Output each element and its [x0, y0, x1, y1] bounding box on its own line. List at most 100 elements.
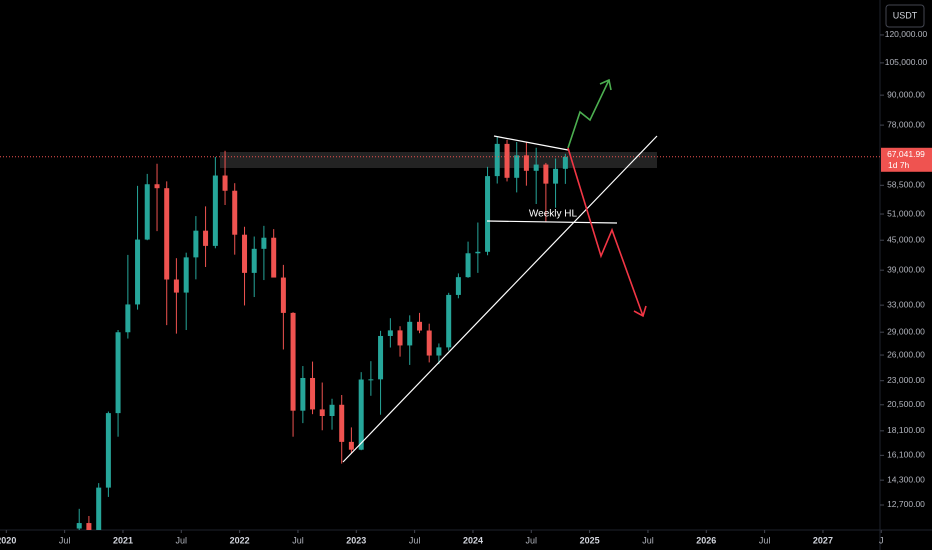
x-tick-label: 2022: [230, 535, 250, 545]
trendline: [342, 135, 658, 463]
y-tick-label: 58,500.00: [887, 180, 925, 190]
y-tick-label: 20,500.00: [887, 399, 925, 409]
y-tick-label: 16,100.00: [887, 450, 925, 460]
candle-body: [242, 234, 248, 273]
candle-body: [339, 404, 345, 442]
candle-body: [232, 190, 238, 235]
candle-body: [212, 175, 218, 246]
candle-body: [135, 239, 141, 305]
candle-body: [523, 155, 529, 171]
candle-body: [368, 379, 374, 381]
candle-body: [514, 155, 520, 178]
y-tick-label: 23,000.00: [887, 375, 925, 385]
candle-body: [222, 175, 228, 191]
candle-body: [543, 164, 549, 184]
resistance-zone: [220, 152, 657, 168]
candle-body: [86, 523, 92, 530]
candle-body: [494, 143, 500, 177]
candle-body: [455, 277, 461, 295]
x-tick-label: J: [879, 535, 884, 545]
bullish-arrow: [567, 79, 610, 149]
candle-body: [533, 164, 539, 171]
candle-body: [280, 277, 286, 313]
currency-box[interactable]: [885, 4, 925, 28]
candle-body: [397, 330, 403, 346]
price-label-box: [881, 147, 932, 172]
bearish-arrow: [567, 147, 644, 317]
candle-body: [475, 251, 481, 254]
candle-body: [387, 330, 393, 336]
x-tick-label: 2023: [346, 535, 366, 545]
x-tick-label: 2020: [0, 535, 16, 545]
candle-body: [426, 330, 432, 356]
y-tick-label: 33,000.00: [887, 299, 925, 309]
candle-body: [96, 487, 102, 530]
x-tick-label: Jul: [409, 535, 421, 545]
candle-body: [105, 413, 111, 488]
currency[interactable]: USDT: [893, 10, 918, 20]
y-tick-label: 90,000.00: [887, 89, 925, 99]
y-tick-label: 26,000.00: [887, 349, 925, 359]
x-tick-label: Jul: [176, 535, 188, 545]
candle-body: [271, 237, 277, 278]
y-tick-label: 29,000.00: [887, 326, 925, 336]
y-tick-label: 45,000.00: [887, 234, 925, 244]
drawings: Weekly HL: [342, 78, 658, 463]
y-tick-label: 39,000.00: [887, 264, 925, 274]
candle-body: [417, 321, 423, 331]
bullish-arrowhead: [599, 78, 612, 91]
candle-body: [358, 379, 364, 450]
candle-body: [319, 409, 325, 417]
x-tick-label: Jul: [292, 535, 304, 545]
x-tick-label: Jul: [642, 535, 654, 545]
weekly-hl-line: [486, 220, 618, 224]
candle-body: [378, 335, 384, 380]
bearish-arrowhead: [633, 305, 647, 318]
candle-body: [290, 312, 296, 411]
candle-body: [407, 321, 413, 346]
triangle-top: [493, 135, 569, 151]
candle-body: [154, 184, 160, 189]
y-tick-label: 51,000.00: [887, 208, 925, 218]
y-tick-label: 105,000.00: [885, 57, 928, 67]
candle-body: [183, 257, 189, 293]
candle-body: [553, 168, 559, 184]
candle-body: [125, 304, 131, 333]
x-tick-label: Jul: [59, 535, 71, 545]
plot-area: [0, 136, 880, 530]
y-tick-label: 120,000.00: [885, 29, 928, 39]
candle-body: [436, 347, 442, 356]
candle-body: [251, 248, 257, 273]
x-tick-label: 2027: [813, 535, 833, 545]
x-tick-label: 2026: [696, 535, 716, 545]
candle-body: [310, 377, 316, 410]
candle-body: [446, 294, 452, 348]
candle-body: [348, 441, 354, 450]
x-tick-label: 2025: [580, 535, 600, 545]
candle-body: [329, 404, 335, 417]
x-tick-label: 2024: [463, 535, 483, 545]
x-tick-label: 2021: [113, 535, 133, 545]
candle-body: [173, 279, 179, 293]
candle-body: [76, 523, 82, 529]
y-tick-label: 12,700.00: [887, 499, 925, 509]
y-tick-label: 18,100.00: [887, 425, 925, 435]
candle-body: [115, 332, 121, 414]
candle-body: [562, 156, 568, 169]
y-tick-label: 78,000.00: [887, 119, 925, 129]
candle-body: [504, 143, 510, 178]
x-tick-label: Jul: [526, 535, 538, 545]
candle-body: [485, 176, 491, 252]
candle-body: [164, 188, 170, 280]
candle-body: [261, 237, 267, 249]
price-countdown: 1d 7h: [888, 160, 910, 170]
candle-body: [193, 230, 199, 258]
candle-body: [144, 184, 150, 240]
annotation: Weekly HL: [529, 209, 578, 220]
candle-body: [300, 377, 306, 411]
y-tick-label: 14,300.00: [887, 474, 925, 484]
price-label: 67,041.99: [887, 149, 925, 159]
candle-body: [465, 253, 471, 278]
candle-body: [203, 230, 209, 246]
